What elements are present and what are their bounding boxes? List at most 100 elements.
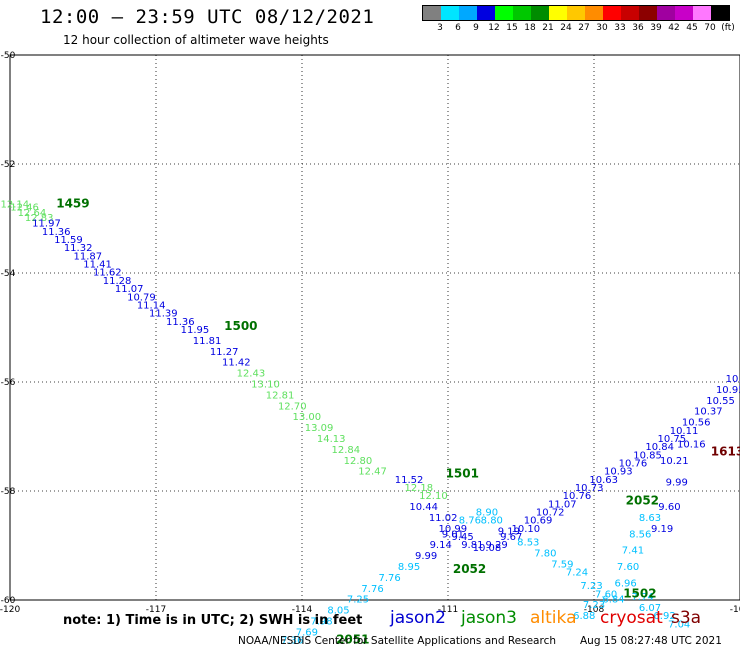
satellite-tracks: 12.1412.4612.6412.8311.9711.3611.5911.32…: [1, 200, 740, 647]
wave-height-value: 6.96: [615, 578, 637, 589]
wave-height-value: 6.07: [639, 603, 661, 614]
wave-height-value: 7.76: [361, 584, 383, 595]
wave-height-value: 10.99: [439, 524, 468, 535]
latitude-label: -60: [1, 596, 16, 606]
wave-height-value: 8.76: [459, 516, 481, 527]
longitude-label: -105: [730, 605, 740, 615]
legend-swatch: [603, 6, 621, 20]
wave-height-value: 12.84: [331, 445, 360, 456]
legend-swatch: [441, 6, 459, 20]
wave-height-value: 11.27: [210, 347, 239, 358]
wave-height-value: 8.80: [481, 516, 503, 527]
graticule: [10, 55, 740, 600]
wave-height-value: 7.36: [281, 636, 303, 647]
wave-height-value: 11.95: [181, 325, 210, 336]
satellite-name: altika: [530, 608, 577, 628]
wave-height-value: 11.07: [115, 284, 144, 295]
wave-height-value: 12.81: [266, 390, 295, 401]
wave-height-value: 11.07: [548, 499, 577, 510]
legend-label: 30: [596, 23, 608, 33]
wave-height-value: 11.81: [193, 336, 222, 347]
legend-swatch: [495, 6, 513, 20]
wave-height-value: 11.59: [54, 235, 83, 246]
legend-swatch: [675, 6, 693, 20]
legend-swatch: [567, 6, 585, 20]
longitude-label: -120: [0, 605, 20, 615]
legend-swatch: [711, 6, 729, 20]
wave-height-value: 10.21: [660, 456, 689, 467]
legend-label: 70: [704, 23, 716, 33]
wave-height-value: 12.14: [1, 200, 30, 211]
satellite-name: cryosat: [600, 608, 663, 628]
wave-height-value: 7.69: [296, 627, 318, 638]
wave-height-value: 13.00: [293, 412, 322, 423]
wave-height-value: 11.14: [137, 300, 166, 311]
wave-height-value: 10.73: [575, 483, 604, 494]
wave-height-value: 10.16: [677, 439, 706, 450]
wave-height-value: 10.11: [670, 426, 699, 437]
wave-height-value: 10.10: [512, 524, 541, 535]
legend-label: (ft): [721, 23, 735, 33]
wave-height-value: 7.23: [583, 600, 605, 611]
wave-height-value: 11.42: [222, 358, 251, 369]
legend-label: 33: [614, 23, 626, 33]
legend-swatch: [459, 6, 477, 20]
wave-height-value: 14.13: [317, 434, 346, 445]
wave-height-value: 7.98: [310, 617, 332, 628]
wave-height-value: 7.74: [632, 592, 654, 603]
legend-label: 42: [668, 23, 680, 33]
wave-height-value: 9.99: [415, 551, 437, 562]
wave-height-value: 10.63: [589, 475, 618, 486]
wave-height-value: 9.81: [461, 540, 483, 551]
latitude-label: -50: [1, 51, 16, 61]
wave-height-value: 11.28: [103, 276, 132, 287]
wave-height-value: 10.84: [645, 442, 674, 453]
axis-labels: -120 -117 -114 -111 -108 -105 -50 -52 -54 -56 -58 -…: [0, 51, 740, 615]
wave-height-value: 12.18: [404, 483, 433, 494]
legend-label: 39: [650, 23, 662, 33]
wave-height-value: 8.90: [476, 508, 498, 519]
legend-label: 12: [488, 23, 500, 33]
legend-label: 21: [542, 23, 554, 33]
wave-height-value: 7.80: [534, 548, 556, 559]
wave-height-value: 9.14: [430, 540, 452, 551]
legend-label: 27: [578, 23, 590, 33]
wave-height-value: 7.60: [617, 562, 639, 573]
wave-height-value: 12.46: [10, 202, 39, 213]
wave-height-value: 12.64: [18, 208, 47, 219]
wave-height-value: 11.36: [42, 227, 71, 238]
map-title: 12:00 – 23:59 UTC 08/12/2021: [40, 6, 375, 28]
wave-height-value: 7.24: [566, 567, 588, 578]
legend-swatch: [639, 6, 657, 20]
longitude-label: -111: [438, 605, 458, 615]
wave-height-value: 9.19: [651, 524, 673, 535]
wave-height-value: 12.83: [25, 213, 54, 224]
wave-height-value: 10.76: [619, 458, 648, 469]
wave-height-value: 13.10: [251, 379, 280, 390]
wave-height-value: 10.72: [536, 508, 565, 519]
legend-swatch: [423, 6, 441, 20]
track-jason3: 12.1412.4612.6412.8311.9711.3611.5911.32…: [1, 200, 502, 554]
wave-height-value: 12.43: [237, 369, 266, 380]
legend-label: 6: [455, 23, 461, 33]
wave-height-value: 10.55: [706, 396, 735, 407]
legend-label: 18: [524, 23, 536, 33]
color-scale-bar: [422, 5, 730, 21]
wave-height-value: 7.76: [378, 573, 400, 584]
wave-height-value: 12.70: [278, 401, 307, 412]
wave-height-value: 10.44: [409, 502, 438, 513]
wave-height-value: 8.56: [629, 529, 651, 540]
satellite-name: s3a: [671, 608, 702, 628]
wave-height-value: 9.60: [658, 502, 680, 513]
wave-height-value: 9.29: [486, 540, 508, 551]
wave-height-value: 12.47: [358, 467, 387, 478]
wave-height-value: 11.39: [149, 309, 178, 320]
wave-height-value: 9.67: [500, 532, 522, 543]
track-jason2: 9.299.6710.1010.6910.7211.0710.7610.7310…: [486, 374, 740, 551]
legend-swatch: [531, 6, 549, 20]
color-scale-labels: 3 6 9 12 15 18 21 24 27 30 33 36 39 42 45 70 (ft): [422, 21, 735, 35]
wave-height-value: 10.76: [563, 491, 592, 502]
wave-height-value: 12.10: [419, 491, 448, 502]
wave-height-value: 6.84: [602, 595, 624, 606]
